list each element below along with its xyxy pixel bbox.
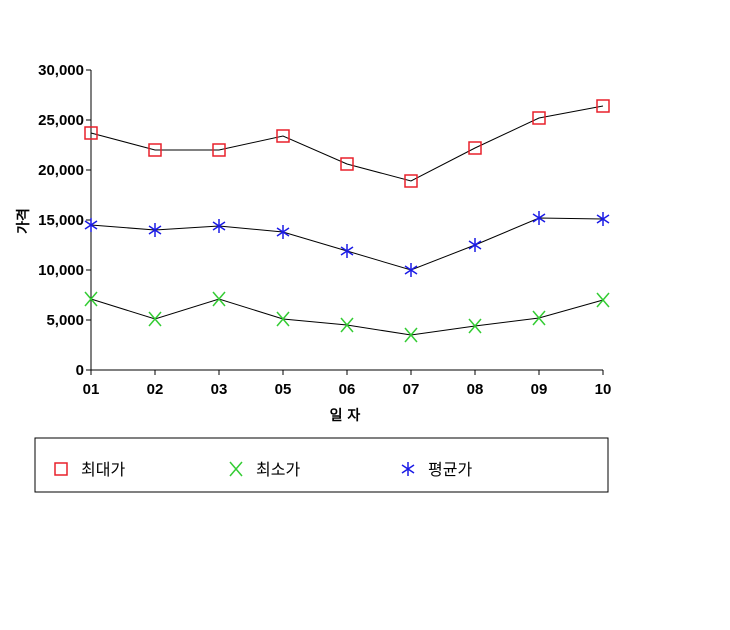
data-point xyxy=(212,291,226,307)
legend-marker xyxy=(229,461,243,477)
x-tick-label: 10 xyxy=(595,381,612,398)
x-tick-label: 09 xyxy=(531,381,548,398)
data-point xyxy=(84,218,98,232)
data-point xyxy=(340,317,354,333)
data-point xyxy=(596,99,610,113)
x-tick-label: 07 xyxy=(403,381,420,398)
data-point xyxy=(276,129,290,143)
data-point xyxy=(468,318,482,334)
legend-marker xyxy=(54,462,68,476)
series-2 xyxy=(84,291,610,343)
axes: 0 5,000 10,000 15,000 20,000 25,000 30,000 01 02… xyxy=(38,62,611,398)
data-point xyxy=(404,327,418,343)
y-tick-label: 25,000 xyxy=(38,112,84,129)
series-line xyxy=(90,298,604,336)
legend-item: 평균가 xyxy=(401,460,472,479)
data-point xyxy=(276,311,290,327)
y-tick-label: 5,000 xyxy=(46,312,84,329)
data-point xyxy=(84,291,98,307)
x-tick-label: 03 xyxy=(211,381,228,398)
y-tick-label: 30,000 xyxy=(38,62,84,79)
y-tick-label: 20,000 xyxy=(38,162,84,179)
series-1 xyxy=(84,99,610,188)
x-tick-label: 08 xyxy=(467,381,484,398)
legend-label: 최대가 xyxy=(81,460,125,479)
data-point xyxy=(596,212,610,226)
data-point xyxy=(212,143,226,157)
data-point xyxy=(340,157,354,171)
x-tick-label: 06 xyxy=(339,381,356,398)
data-point xyxy=(468,238,482,252)
y-tick-label: 10,000 xyxy=(38,262,84,279)
y-axis-title: 가격 xyxy=(15,208,32,234)
data-point xyxy=(404,263,418,277)
x-tick-label: 01 xyxy=(83,381,100,398)
y-tick-label: 15,000 xyxy=(38,212,84,229)
data-point xyxy=(148,143,162,157)
data-point xyxy=(532,211,546,225)
legend-label: 최소가 xyxy=(256,460,300,479)
data-point xyxy=(212,219,226,233)
data-point xyxy=(596,292,610,308)
x-tick-label: 05 xyxy=(275,381,292,398)
data-point xyxy=(468,141,482,155)
data-point xyxy=(84,126,98,140)
legend-item: 최소가 xyxy=(229,460,300,479)
legend: 최대가 최소가 평균가 xyxy=(34,437,609,493)
series-line xyxy=(90,105,604,182)
legend-item: 최대가 xyxy=(54,460,125,479)
data-point xyxy=(148,223,162,237)
x-axis-title: 일 자 xyxy=(330,408,361,424)
data-point xyxy=(532,310,546,326)
data-point xyxy=(404,174,418,188)
series-3 xyxy=(84,211,610,277)
data-point xyxy=(148,311,162,327)
y-tick-label: 0 xyxy=(76,362,84,379)
legend-marker xyxy=(401,462,415,476)
series-layer xyxy=(84,99,610,343)
legend-box xyxy=(34,437,609,493)
data-point xyxy=(532,111,546,125)
data-point xyxy=(340,244,354,258)
legend-label: 평균가 xyxy=(428,460,472,479)
data-point xyxy=(276,225,290,239)
x-tick-label: 02 xyxy=(147,381,164,398)
